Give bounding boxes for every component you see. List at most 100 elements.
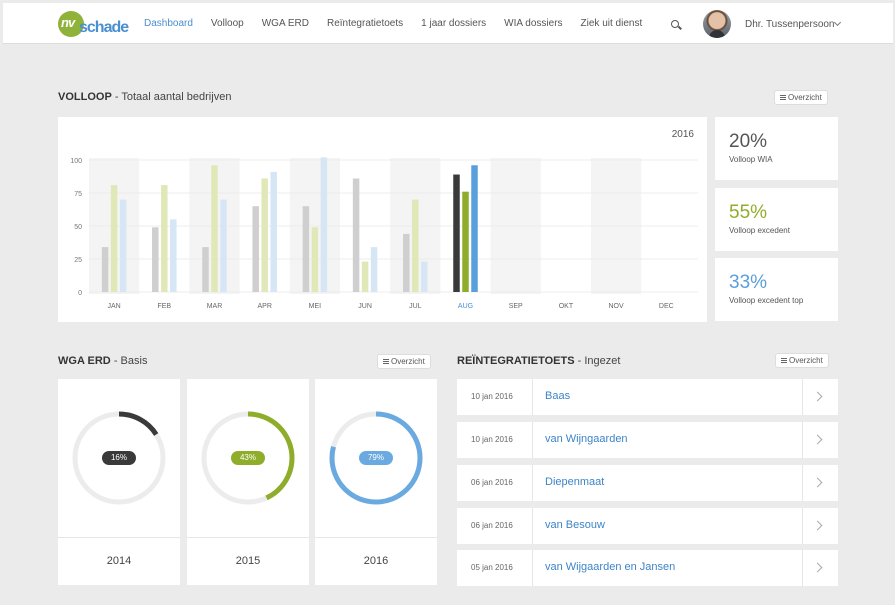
nav-item-dashboard[interactable]: Dashboard <box>144 18 193 29</box>
divider <box>187 537 309 538</box>
donut-arc <box>329 411 423 505</box>
list-item[interactable]: 10 jan 2016 Baas <box>457 379 838 415</box>
divider <box>532 379 533 415</box>
x-tick-label: AUG <box>458 303 473 310</box>
row-name[interactable]: van Wijgaarden en Jansen <box>545 561 676 573</box>
donut-chart <box>329 411 423 505</box>
volloop-section-title: VOLLOOP - Totaal aantal bedrijven <box>58 91 231 103</box>
x-tick-label: APR <box>257 303 271 310</box>
divider <box>802 508 803 544</box>
y-tick-label: 25 <box>74 257 82 264</box>
list-item[interactable]: 10 jan 2016 van Wijngaarden <box>457 422 838 458</box>
bar-mar-1 <box>211 165 218 292</box>
row-name[interactable]: van Besouw <box>545 519 605 531</box>
bar-jan-1 <box>110 185 118 292</box>
nav-item-wga-erd[interactable]: WGA ERD <box>261 18 309 29</box>
reintegratie-overzicht-button[interactable]: Overzicht <box>775 353 829 368</box>
bar-apr-2 <box>270 171 277 292</box>
volloop-chart: 0 25 50 75 100 2016 JAN FEB MAR APR MEI JUN JUL AUG SE… <box>58 117 707 322</box>
nav-item-1-jaar-dossiers[interactable]: 1 jaar dossiers <box>421 18 487 29</box>
volloop-subtitle: - Totaal aantal bedrijven <box>111 91 232 103</box>
x-tick-label: SEP <box>509 303 523 310</box>
overzicht-label: Overzicht <box>789 356 823 365</box>
year-label: 2014 <box>106 555 132 567</box>
donut-card-2014[interactable]: 16% 2014 <box>58 379 180 585</box>
wga-section-title: WGA ERD - Basis <box>58 355 147 367</box>
stat-card-volloop-excedent-top[interactable]: 33% Volloop excedent top <box>715 258 838 321</box>
logo-badge <box>58 11 84 37</box>
bar-mei-1 <box>311 227 319 292</box>
divider <box>802 550 803 586</box>
percent-pill: 16% <box>102 451 136 465</box>
donut-card-2016[interactable]: 79% 2016 <box>315 379 437 585</box>
bar-jun-1 <box>361 261 369 292</box>
chevron-right-icon[interactable] <box>812 562 823 573</box>
row-name[interactable]: van Wijngaarden <box>545 433 628 445</box>
year-label: 2015 <box>235 555 261 567</box>
bar-jul-1 <box>412 199 419 292</box>
bar-aug-2 <box>471 165 478 292</box>
chevron-right-icon[interactable] <box>812 520 823 531</box>
divider <box>802 422 803 458</box>
search-icon[interactable] <box>671 20 679 28</box>
row-date: 06 jan 2016 <box>471 521 513 530</box>
divider <box>532 508 533 544</box>
divider <box>58 537 180 538</box>
bar-jul-0 <box>403 233 410 292</box>
chevron-right-icon[interactable] <box>812 391 823 402</box>
x-tick-label: JUN <box>358 303 372 310</box>
list-item[interactable]: 06 jan 2016 van Besouw <box>457 508 838 544</box>
x-tick-label: NOV <box>609 303 625 310</box>
nav-item-volloop[interactable]: Volloop <box>210 18 244 29</box>
row-name[interactable]: Baas <box>545 390 571 402</box>
row-date: 10 jan 2016 <box>471 392 513 401</box>
wga-overzicht-button[interactable]: Overzicht <box>377 354 431 369</box>
divider <box>802 465 803 501</box>
divider <box>802 379 803 415</box>
chevron-right-icon[interactable] <box>812 434 823 445</box>
logo-schade-text: schade <box>79 19 129 36</box>
bar-mei-2 <box>320 157 328 292</box>
list-item[interactable]: 06 jan 2016 Diepenmaat <box>457 465 838 501</box>
y-tick-label: 0 <box>78 290 82 297</box>
x-tick-label: OKT <box>559 303 574 310</box>
x-tick-label: MEI <box>309 303 322 310</box>
reintegratie-subtitle: - Ingezet <box>574 355 621 367</box>
stat-label: Volloop excedent <box>729 226 790 235</box>
chart-title: 2016 <box>672 129 695 140</box>
list-item[interactable]: 05 jan 2016 van Wijgaarden en Jansen <box>457 550 838 586</box>
divider <box>315 537 437 538</box>
user-name[interactable]: Dhr. Tussenpersoon <box>745 19 835 30</box>
stat-card-volloop-excedent[interactable]: 55% Volloop excedent <box>715 188 838 251</box>
row-name[interactable]: Diepenmaat <box>545 476 605 488</box>
y-tick-label: 75 <box>74 191 82 198</box>
x-tick-label: JAN <box>107 303 120 310</box>
donut-arc <box>72 411 166 505</box>
x-tick-label: DEC <box>659 303 674 310</box>
x-tick-label: FEB <box>157 303 171 310</box>
stat-value: 33% <box>729 272 768 293</box>
chevron-down-icon[interactable] <box>833 18 842 27</box>
wga-title: WGA ERD <box>58 355 111 367</box>
bar-apr-1 <box>261 178 268 292</box>
nav-item-reintegratietoets[interactable]: Reïntegratietoets <box>326 18 404 29</box>
logo-nv-text: nv <box>61 15 75 30</box>
stat-card-volloop-wia[interactable]: 20% Volloop WIA <box>715 117 838 180</box>
stat-value: 55% <box>729 202 768 223</box>
divider <box>532 550 533 586</box>
chevron-right-icon[interactable] <box>812 477 823 488</box>
nav-item-ziek-uit-dienst[interactable]: Ziek uit dienst <box>580 18 643 29</box>
volloop-overzicht-button[interactable]: Overzicht <box>774 90 828 105</box>
nav-item-wia-dossiers[interactable]: WIA dossiers <box>504 18 563 29</box>
avatar[interactable] <box>703 10 731 38</box>
donut-chart <box>201 411 295 505</box>
row-date: 05 jan 2016 <box>471 563 513 572</box>
row-date: 10 jan 2016 <box>471 435 513 444</box>
donut-card-2015[interactable]: 43% 2015 <box>187 379 309 585</box>
stat-label: Volloop WIA <box>729 155 773 164</box>
bar-aug-1 <box>462 191 469 292</box>
y-tick-label: 100 <box>70 158 82 165</box>
reintegratie-section-title: REÏNTEGRATIETOETS - Ingezet <box>457 355 620 367</box>
nvschade-logo[interactable]: nv schade <box>58 11 130 37</box>
bar-feb-0 <box>152 227 159 292</box>
